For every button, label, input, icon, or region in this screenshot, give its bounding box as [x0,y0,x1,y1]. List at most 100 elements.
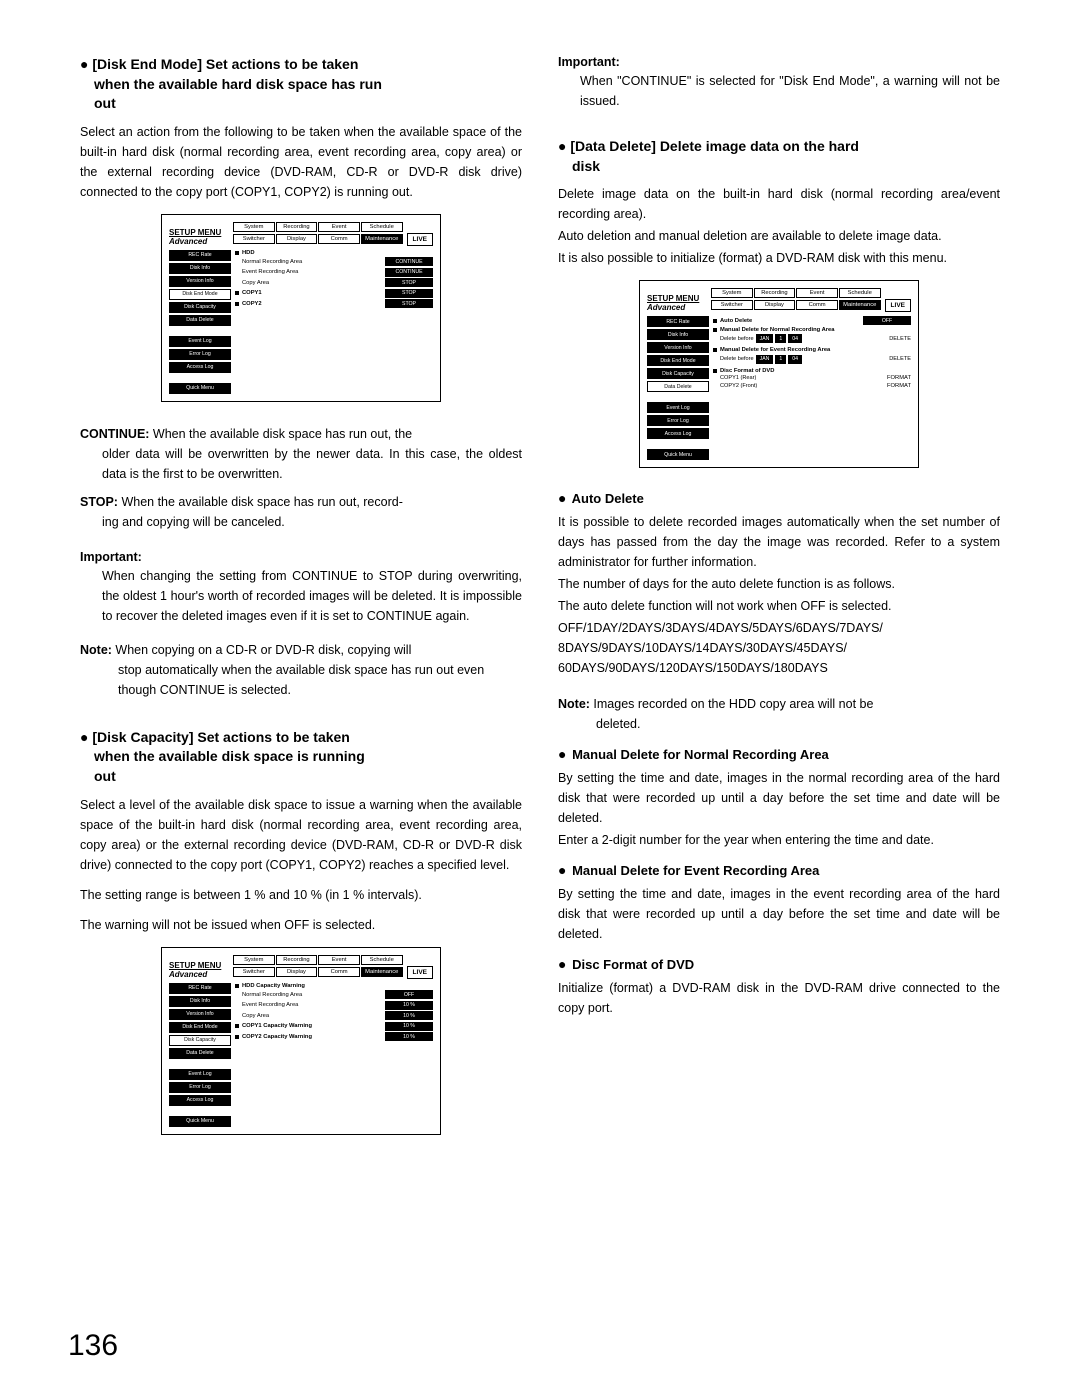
tab-system[interactable]: System [233,222,275,232]
tab-event[interactable]: Event [796,288,838,298]
tab-display[interactable]: Display [276,967,318,977]
auto-delete-heading: ● Auto Delete [558,490,1000,506]
tab-schedule[interactable]: Schedule [839,288,881,298]
sidebar-rec-rate[interactable]: REC Rate [647,316,709,327]
tab-system[interactable]: System [233,955,275,965]
tab-switcher[interactable]: Switcher [711,300,753,310]
tab-event[interactable]: Event [318,222,360,232]
data-delete-figure: SETUP MENU Advanced System Recording Eve… [558,280,1000,468]
tab-switcher[interactable]: Switcher [233,234,275,244]
delete-before-label: Delete before [720,356,754,362]
sidebar-event-log[interactable]: Event Log [647,402,709,413]
setup-menu-title: SETUP MENU [169,961,229,970]
tab-maintenance[interactable]: Maintenance [361,234,403,244]
sidebar-access-log[interactable]: Access Log [169,1095,231,1106]
delete-button[interactable]: DELETE [889,336,911,342]
tab-switcher[interactable]: Switcher [233,967,275,977]
stop-definition: STOP: When the available disk space has … [80,492,522,532]
tab-event[interactable]: Event [318,955,360,965]
sidebar-rec-rate[interactable]: REC Rate [169,983,231,994]
sidebar-error-log[interactable]: Error Log [647,415,709,426]
tab-comm[interactable]: Comm [318,234,360,244]
day-select[interactable]: 1 [775,355,786,364]
sidebar-disk-end-mode[interactable]: Disk End Mode [647,355,709,366]
sidebar-disk-info[interactable]: Disk Info [647,329,709,340]
setup-content: HDD Capacity Warning Normal Recording Ar… [235,983,433,1127]
tab-row-top: System Recording Event Schedule [233,222,403,232]
delete-button[interactable]: DELETE [889,356,911,362]
sidebar-disk-capacity[interactable]: Disk Capacity [647,368,709,379]
sidebar-rec-rate[interactable]: REC Rate [169,250,231,261]
tab-schedule[interactable]: Schedule [361,955,403,965]
setup-content: HDD Normal Recording AreaCONTINUE Event … [235,250,433,394]
copy2-front: COPY2 (Front) [713,383,887,389]
stop-label: STOP: [80,495,118,509]
month-select[interactable]: JAN [756,355,774,364]
val-stop[interactable]: STOP [385,299,433,308]
sidebar-disk-capacity[interactable]: Disk Capacity [169,302,231,313]
sidebar-disk-capacity[interactable]: Disk Capacity [169,1035,231,1046]
row-copy1: COPY1 [242,290,385,296]
val-stop[interactable]: STOP [385,289,433,298]
disk-capacity-para: The setting range is between 1 % and 10 … [80,885,522,905]
sidebar-data-delete[interactable]: Data Delete [169,1048,231,1059]
tab-recording[interactable]: Recording [276,222,318,232]
val-percent[interactable]: 10 % [385,1001,433,1010]
sidebar-disk-info[interactable]: Disk Info [169,996,231,1007]
val-percent[interactable]: 10 % [385,1032,433,1041]
heading-line: when the available hard disk space has r… [80,75,522,95]
sidebar-access-log[interactable]: Access Log [647,428,709,439]
format-button[interactable]: FORMAT [887,383,911,389]
note-block: Note: Images recorded on the HDD copy ar… [558,694,1000,734]
sidebar-version-info[interactable]: Version Info [169,276,231,287]
tab-display[interactable]: Display [754,300,796,310]
left-column: ● [Disk End Mode] Set actions to be take… [80,55,522,1157]
row-hdd-warn: HDD Capacity Warning [242,983,433,989]
subhead-text: Disc Format of DVD [572,957,694,972]
val-percent[interactable]: 10 % [385,1011,433,1020]
tab-recording[interactable]: Recording [276,955,318,965]
year-select[interactable]: 04 [788,355,802,364]
val-stop[interactable]: STOP [385,278,433,287]
sidebar-version-info[interactable]: Version Info [647,342,709,353]
tab-maintenance[interactable]: Maintenance [361,967,403,977]
continue-text: older data will be overwritten by the ne… [80,444,522,484]
month-select[interactable]: JAN [756,334,774,343]
sidebar-quick-menu[interactable]: Quick Menu [647,449,709,460]
tab-system[interactable]: System [711,288,753,298]
sidebar-access-log[interactable]: Access Log [169,362,231,373]
year-select[interactable]: 04 [788,334,802,343]
sidebar-disk-info[interactable]: Disk Info [169,263,231,274]
note-text: stop automatically when the available di… [80,660,522,700]
note-text: When copying on a CD-R or DVD-R disk, co… [112,643,411,657]
val-continue[interactable]: CONTINUE [385,268,433,277]
tab-recording[interactable]: Recording [754,288,796,298]
row-copy1-warn: COPY1 Capacity Warning [242,1023,385,1029]
auto-delete-para: It is possible to delete recorded images… [558,512,1000,572]
sidebar-quick-menu[interactable]: Quick Menu [169,1116,231,1127]
sidebar-quick-menu[interactable]: Quick Menu [169,383,231,394]
setup-menu-subtitle: Advanced [169,237,207,246]
sidebar-error-log[interactable]: Error Log [169,1082,231,1093]
row-event-rec: Event Recording Area [235,269,385,275]
val-off[interactable]: OFF [863,316,911,325]
tab-display[interactable]: Display [276,234,318,244]
continue-text: When the available disk space has run ou… [149,427,412,441]
sidebar-version-info[interactable]: Version Info [169,1009,231,1020]
tab-maintenance[interactable]: Maintenance [839,300,881,310]
sidebar-data-delete[interactable]: Data Delete [647,381,709,392]
val-continue[interactable]: CONTINUE [385,257,433,266]
sidebar-data-delete[interactable]: Data Delete [169,315,231,326]
format-button[interactable]: FORMAT [887,375,911,381]
sidebar-event-log[interactable]: Event Log [169,1069,231,1080]
sidebar-disk-end-mode[interactable]: Disk End Mode [169,1022,231,1033]
sidebar-disk-end-mode[interactable]: Disk End Mode [169,289,231,300]
day-select[interactable]: 1 [775,334,786,343]
sidebar-error-log[interactable]: Error Log [169,349,231,360]
sidebar-event-log[interactable]: Event Log [169,336,231,347]
val-percent[interactable]: 10 % [385,1022,433,1031]
tab-comm[interactable]: Comm [796,300,838,310]
val-off[interactable]: OFF [385,990,433,999]
tab-schedule[interactable]: Schedule [361,222,403,232]
tab-comm[interactable]: Comm [318,967,360,977]
